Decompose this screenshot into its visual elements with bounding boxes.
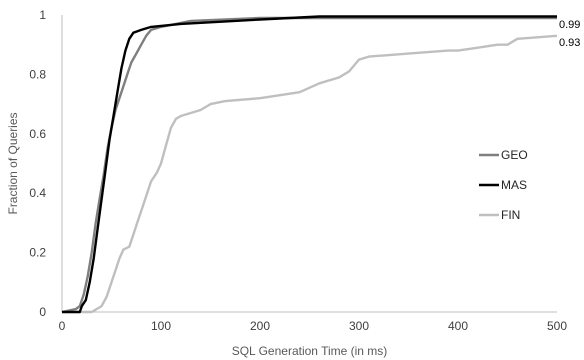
x-tick-label: 200 bbox=[250, 319, 270, 333]
y-tick-label: 0.2 bbox=[29, 246, 46, 260]
x-tick-labels: 0 100 200 300 400 500 bbox=[59, 319, 568, 333]
y-tick-label: 0.6 bbox=[29, 127, 46, 141]
y-tick-label: 0.8 bbox=[29, 67, 46, 81]
series-line-geo bbox=[61, 16, 557, 314]
legend-label-mas: MAS bbox=[501, 178, 527, 192]
y-axis-title: Fraction of Queries bbox=[6, 112, 20, 214]
x-tick-label: 500 bbox=[547, 319, 567, 333]
legend-label-geo: GEO bbox=[501, 148, 528, 162]
legend: GEO MAS FIN bbox=[479, 148, 528, 222]
end-value-label: 0.99 bbox=[559, 19, 580, 31]
x-tick-label: 0 bbox=[59, 319, 66, 333]
axes bbox=[61, 15, 557, 313]
y-tick-label: 0.4 bbox=[29, 186, 46, 200]
series-lines bbox=[61, 15, 558, 314]
end-value-label: 0.93 bbox=[559, 37, 580, 49]
x-tick-label: 400 bbox=[448, 319, 468, 333]
end-value-labels: 0.99 0.93 bbox=[559, 19, 580, 49]
series-line-mas bbox=[62, 15, 557, 314]
y-tick-label: 0 bbox=[39, 305, 46, 319]
x-axis-title: SQL Generation Time (in ms) bbox=[232, 344, 388, 358]
x-tick-label: 300 bbox=[349, 319, 369, 333]
legend-label-fin: FIN bbox=[501, 208, 520, 222]
y-tick-label: 1 bbox=[39, 8, 46, 22]
y-tick-labels: 0 0.2 0.4 0.6 0.8 1 bbox=[29, 8, 46, 319]
series-line-fin bbox=[62, 34, 558, 314]
x-tick-label: 100 bbox=[151, 319, 171, 333]
